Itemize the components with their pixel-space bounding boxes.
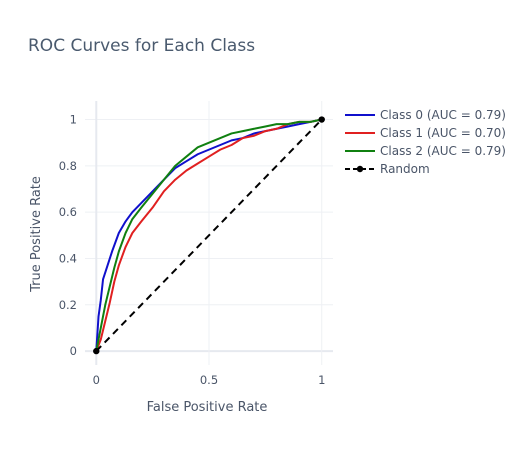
x-tick-label: 1: [318, 373, 325, 387]
grid: [85, 101, 333, 365]
series-marker: [93, 347, 100, 355]
series-line-1: [95, 118, 322, 352]
x-tick-label: 0: [93, 373, 100, 387]
legend-marker: [356, 165, 364, 173]
legend-item-3[interactable]: Random: [345, 162, 430, 176]
plot-area: [93, 116, 325, 355]
y-tick-label: 1: [70, 113, 77, 127]
series-line-3: [95, 118, 323, 352]
y-axis-title: True Positive Rate: [29, 176, 44, 293]
legend[interactable]: Class 0 (AUC = 0.79) Class 1 (AUC = 0.70)…: [345, 108, 506, 176]
chart-title: ROC Curves for Each Class: [28, 36, 255, 56]
y-tick-label: 0: [70, 344, 77, 358]
series-marker: [318, 116, 325, 123]
legend-label: Random: [380, 162, 430, 176]
x-tick-label: 0.5: [200, 373, 218, 387]
legend-label: Class 0 (AUC = 0.79): [380, 108, 506, 122]
series-line-2: [95, 118, 322, 352]
legend-item-2[interactable]: Class 2 (AUC = 0.79): [345, 144, 506, 158]
y-tick-label: 0.4: [59, 251, 77, 265]
y-axis-ticks: 0 0.2 0.4 0.6 0.8 1: [59, 113, 77, 359]
legend-item-0[interactable]: Class 0 (AUC = 0.79): [345, 108, 506, 122]
x-axis-title: False Positive Rate: [147, 400, 268, 415]
legend-label: Class 2 (AUC = 0.79): [380, 144, 506, 158]
y-tick-label: 0.6: [59, 205, 77, 219]
x-axis-ticks: 0 0.5 1: [93, 373, 326, 387]
legend-item-1[interactable]: Class 1 (AUC = 0.70): [345, 126, 506, 140]
y-tick-label: 0.2: [59, 298, 77, 312]
y-tick-label: 0.8: [59, 159, 77, 173]
legend-label: Class 1 (AUC = 0.70): [380, 126, 506, 140]
